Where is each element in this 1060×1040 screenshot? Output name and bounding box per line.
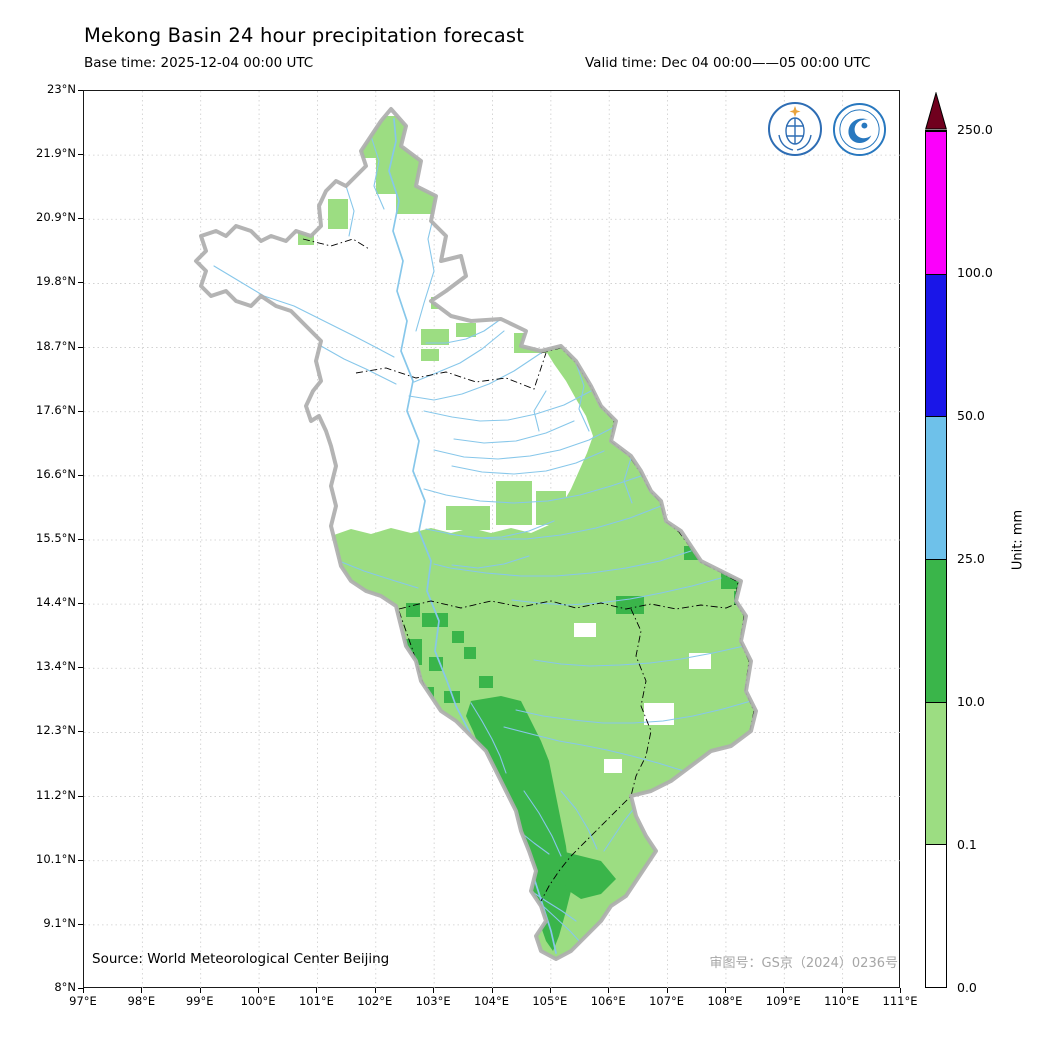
x-tick-label: 109°E [765, 994, 801, 1008]
colorbar-overflow-arrow [925, 92, 947, 130]
colorbar-tick-label: 0.1 [957, 837, 977, 852]
colorbar-segment-100.0-250.0 [926, 130, 946, 274]
x-tick-label: 98°E [127, 994, 156, 1008]
x-tick-mark [608, 988, 610, 993]
y-tick-label: 21.9°N [36, 146, 76, 161]
colorbar-segment-10.0-25.0 [926, 558, 946, 702]
x-tick-mark [141, 988, 143, 993]
x-tick-mark [783, 988, 785, 993]
y-tick-label: 17.6°N [36, 402, 76, 417]
x-tick-label: 104°E [474, 994, 509, 1008]
y-tick-label: 9.1°N [43, 915, 76, 930]
x-tick-label: 106°E [590, 994, 626, 1008]
colorbar-segment-50.0-100.0 [926, 273, 946, 417]
y-tick-label: 16.6°N [36, 466, 76, 481]
y-tick-mark [78, 282, 83, 284]
x-tick-mark [433, 988, 435, 993]
x-tick-label: 99°E [185, 994, 214, 1008]
precip-hole-layer [574, 623, 711, 773]
y-tick-label: 23°N [47, 82, 76, 96]
basin-outline [194, 107, 758, 961]
x-tick-label: 103°E [415, 994, 451, 1008]
colorbar-segment-25.0-50.0 [926, 416, 946, 559]
colorbar-tick-label: 10.0 [957, 694, 985, 709]
x-tick-label: 105°E [532, 994, 568, 1008]
x-tick-mark [316, 988, 318, 993]
colorbar-tick-label: 25.0 [957, 551, 985, 566]
colorbar-segment-0.1-10.0 [926, 701, 946, 845]
x-tick-label: 102°E [357, 994, 393, 1008]
y-tick-label: 18.7°N [36, 338, 76, 353]
cma-logo [832, 102, 887, 157]
x-tick-mark [258, 988, 260, 993]
colorbar-tick-label: 50.0 [957, 408, 985, 423]
page-title: Mekong Basin 24 hour precipitation forec… [84, 24, 525, 47]
y-tick-label: 11.2°N [36, 787, 76, 802]
colorbar-unit-label: Unit: mm [1010, 509, 1026, 571]
y-tick-mark [78, 539, 83, 540]
y-tick-mark [78, 218, 83, 220]
y-tick-label: 19.8°N [36, 274, 76, 289]
y-tick-mark [78, 410, 83, 412]
x-tick-mark [724, 988, 726, 993]
map-plot-area [83, 90, 901, 989]
x-tick-label: 110°E [824, 994, 860, 1008]
valid-time-label: Valid time: Dec 04 00:00——05 00:00 UTC [585, 55, 871, 71]
x-tick-label: 108°E [707, 994, 743, 1008]
colorbar-tick-label: 0.0 [957, 980, 977, 995]
y-tick-mark [78, 795, 83, 797]
x-tick-label: 101°E [298, 994, 334, 1008]
y-tick-mark [78, 923, 83, 925]
y-tick-mark [78, 346, 83, 348]
x-tick-label: 97°E [69, 994, 97, 1008]
x-tick-mark [199, 988, 201, 993]
x-tick-mark [549, 988, 551, 993]
y-tick-mark [78, 667, 83, 669]
base-time-label: Base time: 2025-12-04 00:00 UTC [84, 55, 314, 71]
y-tick-label: 10.1°N [36, 851, 76, 866]
y-tick-label: 15.5°N [36, 531, 76, 545]
x-tick-label: 107°E [649, 994, 685, 1008]
x-tick-mark [374, 988, 376, 993]
y-tick-mark [78, 988, 83, 989]
y-tick-mark [78, 90, 83, 91]
wmo-logo [768, 102, 822, 156]
colorbar-segment-0.0-0.1 [926, 844, 946, 987]
y-tick-label: 12.3°N [36, 723, 76, 738]
x-tick-label: 111°E [882, 994, 918, 1008]
y-tick-mark [78, 603, 83, 605]
x-tick-mark [83, 988, 84, 993]
y-tick-label: 8°N [54, 980, 76, 994]
y-tick-label: 14.4°N [36, 595, 76, 610]
y-tick-label: 20.9°N [36, 210, 76, 225]
colorbar-tick-label: 100.0 [957, 265, 993, 280]
colorbar-tick-label: 250.0 [957, 122, 993, 137]
y-tick-mark [78, 731, 83, 733]
x-tick-mark [491, 988, 493, 993]
y-tick-mark [78, 154, 83, 156]
x-tick-mark [666, 988, 668, 993]
source-label: Source: World Meteorological Center Beij… [92, 951, 390, 967]
y-tick-mark [78, 474, 83, 476]
y-tick-mark [78, 859, 83, 861]
x-tick-mark [841, 988, 843, 993]
x-tick-label: 100°E [240, 994, 276, 1008]
colorbar [925, 130, 947, 988]
x-tick-mark [900, 988, 901, 993]
basin-map [84, 91, 901, 989]
map-approval-number: 审图号：GS京（2024）0236号 [709, 956, 899, 971]
y-tick-label: 13.4°N [36, 659, 76, 674]
